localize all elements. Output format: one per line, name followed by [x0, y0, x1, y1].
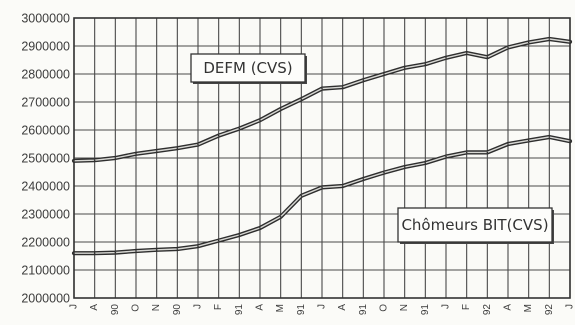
- x-tick-label: J: [69, 304, 80, 309]
- series-label-text: DEFM (CVS): [203, 59, 292, 77]
- data-point: [507, 143, 509, 145]
- series-label-text: Chômeurs BIT(CVS): [401, 216, 548, 234]
- data-point: [424, 63, 427, 65]
- x-tick-label: 90: [110, 304, 121, 316]
- x-tick-label: A: [337, 304, 348, 311]
- plot-border: [73, 17, 571, 299]
- data-point: [362, 178, 365, 180]
- data-point: [527, 139, 530, 142]
- data-point: [217, 134, 220, 137]
- x-tick-label: O: [379, 304, 390, 312]
- data-point: [238, 127, 241, 130]
- x-tick-label: A: [255, 304, 266, 311]
- x-tick-label: N: [399, 304, 410, 311]
- x-tick-label: 91: [296, 304, 307, 316]
- y-tick-label: 2200000: [21, 236, 70, 250]
- data-point: [403, 166, 406, 168]
- x-tick-label: M: [275, 304, 286, 312]
- data-point: [341, 86, 344, 88]
- data-point: [383, 73, 385, 75]
- x-tick-label: 92: [482, 304, 493, 316]
- y-tick-label: 2400000: [21, 180, 70, 194]
- data-point: [279, 108, 282, 110]
- data-point: [527, 41, 530, 44]
- data-point: [135, 250, 137, 252]
- data-point: [259, 119, 261, 121]
- series-label-box: [397, 207, 553, 243]
- data-point: [507, 46, 509, 49]
- x-tick-label: A: [503, 304, 514, 311]
- data-point: [321, 87, 323, 90]
- data-point: [424, 162, 427, 164]
- data-point: [486, 56, 489, 58]
- x-tick-label: 90: [172, 304, 183, 316]
- x-tick-label: 92: [544, 304, 555, 316]
- data-point: [197, 143, 199, 146]
- y-tick-label: 2900000: [21, 40, 70, 54]
- data-point: [73, 160, 75, 162]
- data-point: [197, 245, 199, 247]
- x-tick-label: M: [523, 304, 534, 312]
- data-point: [486, 151, 489, 154]
- data-point: [548, 38, 551, 40]
- data-point: [176, 248, 179, 250]
- data-point: [259, 227, 261, 229]
- label-defm: DEFM (CVS): [190, 53, 307, 84]
- series-chomeurs-bit: [71, 134, 573, 256]
- data-point: [300, 195, 303, 197]
- y-tick-label: 2500000: [21, 152, 70, 166]
- y-tick-label: 3000000: [21, 12, 70, 26]
- data-point: [114, 251, 117, 254]
- data-point: [300, 98, 303, 100]
- x-tick-label: 91: [234, 304, 245, 316]
- data-point: [279, 216, 282, 218]
- data-point: [114, 157, 117, 159]
- data-point: [569, 41, 571, 43]
- data-point: [569, 140, 571, 142]
- x-tick-label: J: [441, 304, 452, 309]
- y-tick-label: 2100000: [21, 264, 70, 278]
- y-axis-ticks: 2000000 2100000 2200000 2300000 2400000 25000…: [21, 12, 70, 306]
- x-tick-label: J: [193, 304, 204, 309]
- data-point: [176, 147, 179, 149]
- data-point: [135, 153, 137, 155]
- x-tick-label: F: [213, 304, 224, 310]
- y-tick-label: 2600000: [21, 124, 70, 138]
- data-point: [93, 159, 96, 162]
- data-point: [445, 56, 447, 59]
- label-chomeurs-bit: Chômeurs BIT(CVS): [397, 207, 554, 244]
- data-point: [445, 155, 447, 158]
- x-tick-label: J: [565, 304, 575, 309]
- data-point: [321, 186, 323, 189]
- data-point: [383, 171, 385, 174]
- x-tick-label: 91: [420, 304, 431, 316]
- data-point: [548, 136, 551, 138]
- x-tick-label: 91: [358, 304, 369, 316]
- data-point: [238, 234, 241, 236]
- series-defm: [71, 36, 573, 163]
- y-tick-label: 2000000: [21, 292, 70, 306]
- data-point: [341, 185, 344, 187]
- x-tick-label: O: [131, 304, 142, 312]
- data-point: [217, 239, 220, 242]
- x-tick-label: N: [151, 304, 162, 311]
- data-point: [362, 79, 365, 81]
- x-tick-label: A: [89, 304, 100, 311]
- x-tick-label: J: [317, 304, 328, 309]
- data-point: [93, 252, 96, 254]
- x-tick-label: F: [461, 304, 472, 310]
- data-point: [403, 67, 406, 69]
- data-point: [465, 151, 468, 154]
- data-point: [73, 252, 75, 254]
- y-tick-label: 2700000: [21, 96, 70, 110]
- data-point: [465, 52, 468, 54]
- data-point: [155, 249, 158, 251]
- y-tick-label: 2800000: [21, 68, 70, 82]
- series-label-box: [190, 53, 306, 83]
- x-axis-ticks: J A 90 O N 90 J F 91 A M 91 J A 91 O N 91 J F 92 A M 92 J: [69, 304, 575, 316]
- y-tick-label: 2300000: [21, 208, 70, 222]
- data-point: [155, 150, 158, 152]
